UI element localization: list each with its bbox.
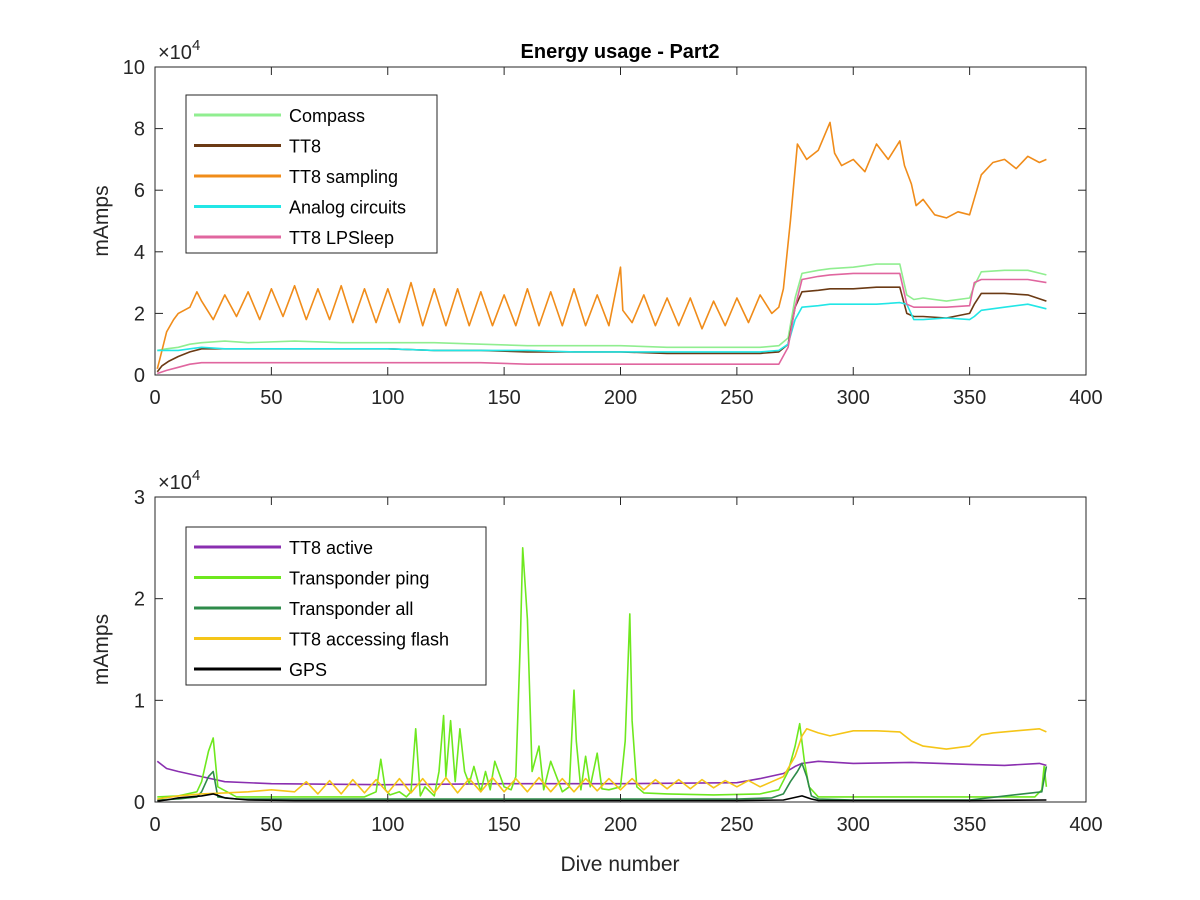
legend-label: TT8 xyxy=(289,137,321,157)
x-tick-label: 0 xyxy=(149,814,160,836)
legend-box xyxy=(185,94,438,254)
series-line-tt8-accessing-flash xyxy=(157,727,1047,800)
legend-label: TT8 LPSleep xyxy=(289,228,394,248)
plots: 0 50 100 150 200 250 300 350 4000246810×104mAmps… xyxy=(90,37,1103,836)
y-tick-label: 8 xyxy=(134,119,145,141)
y-tick-label: 2 xyxy=(134,589,145,611)
y-exponent-power: 4 xyxy=(192,467,200,484)
x-tick-label: 50 xyxy=(260,814,282,836)
chart-title: Energy usage - Part2 xyxy=(521,41,720,63)
x-tick-label: 350 xyxy=(953,814,986,836)
x-tick-label: 100 xyxy=(371,814,404,836)
legend: Compass TT8 TT8 sampling Analog circuits TT8… xyxy=(185,94,438,254)
y-axis-label: mAmps xyxy=(90,185,113,256)
legend-label: GPS xyxy=(289,660,327,680)
y-exponent-power: 4 xyxy=(192,37,200,54)
series-line-compass xyxy=(157,263,1047,352)
x-tick-label: 300 xyxy=(837,387,870,409)
y-tick-label: 0 xyxy=(134,792,145,814)
legend-label: Compass xyxy=(289,106,365,126)
chart-2: 0 50 100 150 200 250 300 350 400 0 1 2 3 ×104 mAmps TT8… xyxy=(90,467,1103,836)
x-tick-label: 400 xyxy=(1069,387,1102,409)
y-axis-label: mAmps xyxy=(90,614,113,685)
y-tick-label: 4 xyxy=(134,242,145,264)
x-axis-label: Dive number xyxy=(560,853,679,876)
x-tick-label: 50 xyxy=(260,387,282,409)
y-tick-label: 1 xyxy=(134,690,145,712)
y-tick-label: 3 xyxy=(134,487,145,509)
x-tick-label: 0 xyxy=(149,387,160,409)
legend-box xyxy=(185,526,487,686)
legend-label: Transponder all xyxy=(289,599,413,619)
series-lines xyxy=(156,121,1047,375)
y-tick-label: 10 xyxy=(123,57,145,79)
series-line-analog-circuits xyxy=(157,301,1047,353)
x-tick-label: 350 xyxy=(953,387,986,409)
y-tick-label: 6 xyxy=(134,180,145,202)
legend-label: Transponder ping xyxy=(289,569,429,589)
y-tick-label: 2 xyxy=(134,303,145,325)
x-tick-label: 200 xyxy=(604,387,637,409)
y-tick-label: 0 xyxy=(134,365,145,387)
legend-label: TT8 active xyxy=(289,538,373,558)
y-exponent-label: ×104 xyxy=(158,37,200,64)
legend-label: TT8 sampling xyxy=(289,167,398,187)
x-tick-label: 100 xyxy=(371,387,404,409)
y-exponent-label: ×104 xyxy=(158,467,200,494)
series-line-transponder-ping xyxy=(157,546,1048,798)
series-line-tt8-active xyxy=(156,760,1047,786)
series-line-tt8-sampling xyxy=(156,121,1047,370)
x-tick-label: 150 xyxy=(487,814,520,836)
x-tick-label: 250 xyxy=(720,387,753,409)
legend: TT8 active Transponder ping Transponder al… xyxy=(185,526,487,686)
series-line-tt8-lpsleep xyxy=(157,272,1047,375)
x-tick-label: 300 xyxy=(837,814,870,836)
x-tick-label: 150 xyxy=(487,387,520,409)
legend-label: Analog circuits xyxy=(289,198,406,218)
legend-label: TT8 accessing flash xyxy=(289,630,449,650)
x-tick-label: 250 xyxy=(720,814,753,836)
chart-1: 0 50 100 150 200 250 300 350 400 0 2 4 6 8 10 ×104 mAmps… xyxy=(90,37,1103,409)
x-tick-label: 200 xyxy=(604,814,637,836)
x-tick-label: 400 xyxy=(1069,814,1102,836)
